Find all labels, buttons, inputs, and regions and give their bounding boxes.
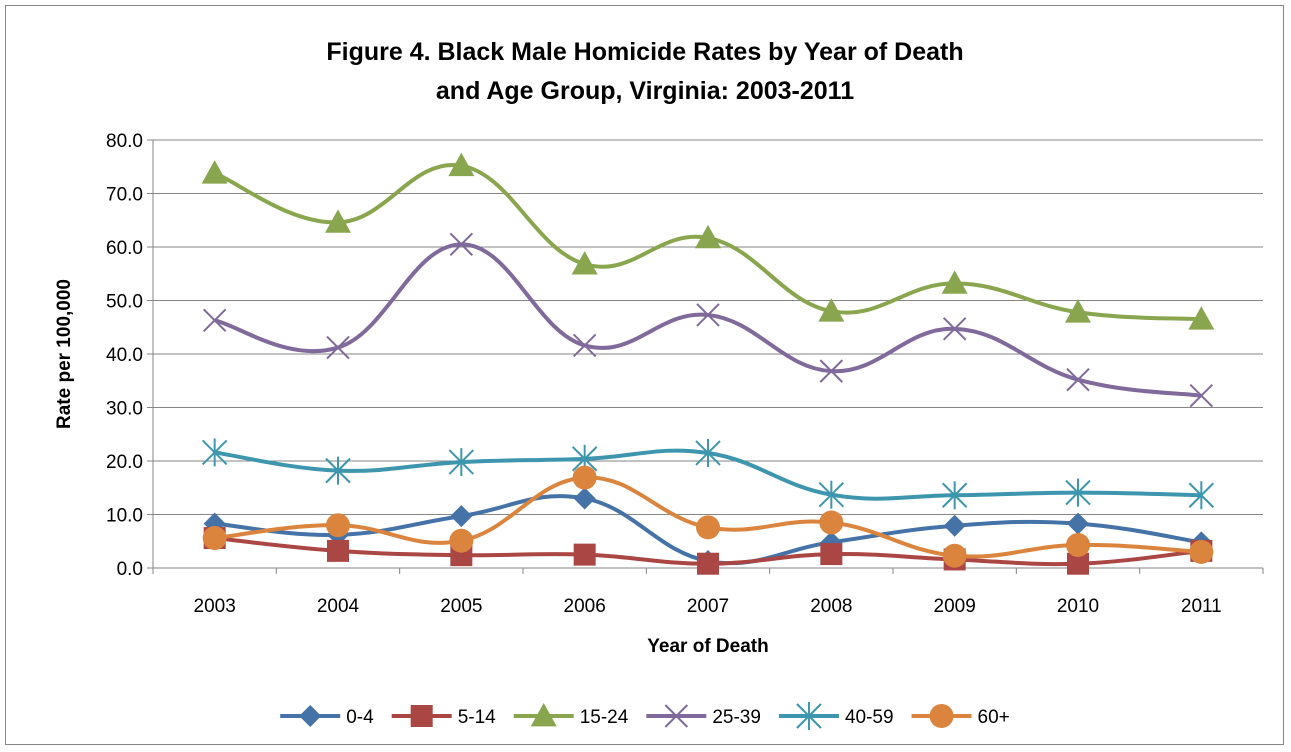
x-tick-label: 2003 bbox=[194, 596, 236, 617]
series-25-39 bbox=[202, 232, 1214, 408]
legend-label: 0-4 bbox=[346, 707, 374, 728]
x-tick-label: 2010 bbox=[1057, 596, 1099, 617]
data-point bbox=[1066, 532, 1090, 557]
legend-marker bbox=[664, 704, 689, 728]
data-point bbox=[573, 543, 596, 566]
chart-title: Figure 4. Black Male Homicide Rates by Y… bbox=[326, 38, 963, 105]
y-axis-title: Rate per 100,000 bbox=[54, 279, 75, 429]
data-point bbox=[1065, 478, 1091, 507]
data-point bbox=[448, 448, 475, 477]
legend-item-0-4: 0-4 bbox=[280, 705, 374, 728]
data-point bbox=[941, 481, 968, 510]
data-point bbox=[201, 160, 228, 184]
y-tick-label: 20.0 bbox=[106, 452, 143, 473]
x-tick-label: 2008 bbox=[810, 596, 852, 617]
legend-marker bbox=[796, 702, 822, 730]
legend-marker bbox=[410, 705, 433, 727]
data-point bbox=[942, 317, 967, 341]
axes bbox=[147, 139, 1264, 574]
data-point bbox=[1188, 481, 1215, 510]
legend-label: 60+ bbox=[978, 707, 1010, 728]
data-point bbox=[695, 224, 721, 249]
series-40-59 bbox=[201, 438, 1215, 510]
y-tick-label: 70.0 bbox=[106, 185, 143, 206]
chart-frame bbox=[5, 5, 1284, 745]
x-tick-labels: 2003 2004 2005 2006 2007 2008 2009 2010 2011 bbox=[194, 596, 1222, 617]
data-point bbox=[818, 298, 845, 322]
data-point bbox=[1067, 552, 1089, 575]
legend-item-25-39: 25-39 bbox=[646, 704, 761, 728]
x-tick-label: 2011 bbox=[1181, 596, 1222, 617]
data-point bbox=[325, 209, 351, 233]
data-point bbox=[572, 333, 597, 358]
data-point bbox=[326, 335, 350, 360]
x-axis-title: Year of Death bbox=[647, 636, 768, 657]
data-point bbox=[449, 232, 474, 257]
series-lines bbox=[201, 152, 1215, 575]
data-point bbox=[941, 270, 968, 294]
data-point bbox=[943, 514, 966, 537]
data-point bbox=[819, 510, 844, 535]
legend-item-5-14: 5-14 bbox=[391, 705, 496, 728]
data-point bbox=[697, 552, 719, 575]
data-point bbox=[573, 487, 596, 510]
y-tick-label: 30.0 bbox=[106, 399, 143, 420]
data-point bbox=[1189, 384, 1214, 408]
data-point bbox=[1188, 306, 1215, 330]
data-point bbox=[696, 515, 720, 540]
legend-item-60+: 60+ bbox=[911, 704, 1010, 728]
legend-label: 5-14 bbox=[458, 707, 496, 728]
chart-title-line-1: Figure 4. Black Male Homicide Rates by Y… bbox=[326, 38, 963, 66]
data-point bbox=[327, 539, 349, 562]
data-point bbox=[325, 456, 351, 485]
data-point bbox=[571, 251, 598, 275]
legend-marker bbox=[530, 703, 557, 727]
data-point bbox=[696, 303, 720, 327]
series-60+ bbox=[202, 465, 1214, 568]
data-point bbox=[818, 480, 845, 509]
x-tick-label: 2004 bbox=[317, 596, 360, 617]
data-point bbox=[695, 438, 721, 467]
data-point bbox=[448, 152, 475, 177]
legend-marker bbox=[929, 704, 954, 728]
data-point bbox=[1189, 539, 1214, 564]
data-point bbox=[201, 438, 228, 467]
data-point bbox=[326, 513, 350, 538]
y-tick-label: 60.0 bbox=[106, 238, 143, 259]
legend-label: 25-39 bbox=[712, 707, 761, 728]
x-tick-label: 2009 bbox=[934, 596, 976, 617]
data-point bbox=[1066, 367, 1090, 392]
y-tick-label: 10.0 bbox=[106, 506, 143, 527]
legend-label: 40-59 bbox=[845, 707, 894, 728]
data-point bbox=[449, 528, 474, 553]
x-tick-label: 2007 bbox=[687, 596, 729, 617]
chart-title-line-2: and Age Group, Virginia: 2003-2011 bbox=[436, 77, 854, 105]
data-point bbox=[572, 465, 597, 490]
data-point bbox=[820, 543, 843, 566]
series-line bbox=[214, 242, 1202, 398]
data-point bbox=[1065, 299, 1091, 323]
data-point bbox=[1067, 512, 1089, 535]
legend-item-40-59: 40-59 bbox=[778, 702, 894, 730]
legend-label: 15-24 bbox=[580, 707, 629, 728]
series-15-24 bbox=[201, 152, 1215, 330]
data-point bbox=[202, 526, 227, 551]
y-tick-label: 40.0 bbox=[106, 345, 143, 366]
x-tick-label: 2006 bbox=[564, 596, 606, 617]
data-point bbox=[450, 505, 473, 528]
y-tick-label: 80.0 bbox=[106, 131, 143, 152]
data-point bbox=[202, 308, 227, 333]
legend-marker bbox=[299, 705, 322, 727]
legend-item-15-24: 15-24 bbox=[513, 703, 629, 728]
data-point bbox=[942, 543, 967, 568]
data-point bbox=[819, 359, 844, 383]
y-tick-label: 50.0 bbox=[106, 292, 143, 313]
legend: 0-4 5-14 15-24 25-39 40-59 60+ bbox=[280, 702, 1010, 730]
y-tick-label: 0.0 bbox=[117, 559, 143, 580]
y-tick-labels: 0.0 10.0 20.0 30.0 40.0 50.0 60.0 70.0 80.0 bbox=[106, 131, 143, 580]
x-tick-label: 2005 bbox=[440, 596, 482, 617]
